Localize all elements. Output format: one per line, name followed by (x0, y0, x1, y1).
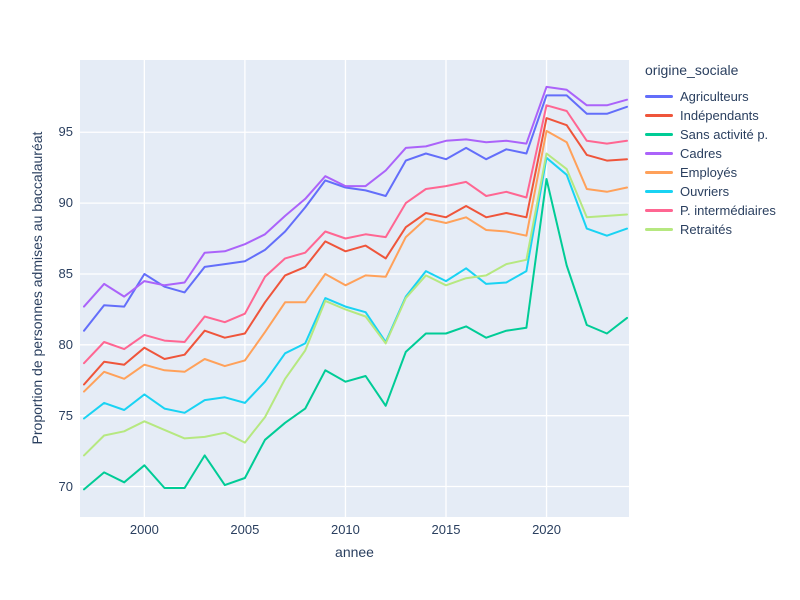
legend-item-retraites[interactable]: Retraités (645, 220, 776, 239)
legend-line-swatch (645, 95, 673, 98)
legend-item-label: Employés (680, 165, 738, 180)
series-line-ouvriers[interactable] (83, 156, 628, 420)
legend-item-label: Retraités (680, 222, 733, 237)
legend-item-independants[interactable]: Indépendants (645, 106, 776, 125)
legend-item-cadres[interactable]: Cadres (645, 144, 776, 163)
y-tick-label: 70 (58, 478, 73, 494)
legend-line-swatch (645, 152, 673, 155)
chart-canvas (80, 60, 629, 517)
legend-item-label: Indépendants (680, 108, 759, 123)
legend-item-ouvriers[interactable]: Ouvriers (645, 182, 776, 201)
y-tick-label: 85 (58, 265, 73, 281)
legend-item-sans-activite-p[interactable]: Sans activité p. (645, 125, 776, 144)
x-tick-label: 2020 (532, 522, 561, 537)
x-tick-label: 2015 (431, 522, 461, 537)
legend-title: origine_sociale (645, 62, 739, 78)
series-line-cadres[interactable] (83, 85, 628, 308)
x-tick-label: 2000 (129, 522, 159, 537)
x-tick-label: 2010 (330, 522, 360, 537)
legend-line-swatch (645, 228, 673, 231)
legend-item-label: Ouvriers (680, 184, 730, 199)
legend-item-label: Sans activité p. (680, 127, 769, 142)
legend-item-employes[interactable]: Employés (645, 163, 776, 182)
series-line-employes[interactable] (83, 129, 628, 393)
series-line-sans-activite-p[interactable] (83, 178, 628, 491)
legend-item-agriculteurs[interactable]: Agriculteurs (645, 87, 776, 106)
legend-item-label: Agriculteurs (680, 89, 749, 104)
legend-items: Agriculteurs Indépendants Sans activité p.… (645, 87, 776, 239)
legend-line-swatch (645, 171, 673, 174)
y-tick-label: 75 (58, 407, 73, 423)
plot-area (80, 60, 629, 517)
y-tick-label: 95 (58, 124, 73, 140)
series-line-independants[interactable] (83, 117, 628, 386)
legend-line-swatch (645, 114, 673, 117)
x-axis-title: annee (335, 544, 374, 560)
y-tick-label: 90 (58, 195, 73, 211)
legend-line-swatch (645, 133, 673, 136)
legend-item-label: P. intermédiaires (680, 203, 776, 218)
series-line-agriculteurs[interactable] (83, 94, 628, 332)
x-tick-label: 2005 (230, 522, 260, 537)
y-axis-title: Proportion de personnes admises au bacca… (29, 131, 45, 445)
legend: origine_sociale Agriculteurs Indépendants… (645, 62, 776, 239)
legend-item-label: Cadres (680, 146, 722, 161)
series-line-retraites[interactable] (83, 152, 628, 457)
legend-item-p-intermediaires[interactable]: P. intermédiaires (645, 201, 776, 220)
y-tick-label: 80 (58, 336, 73, 352)
series-line-p-intermediaires[interactable] (83, 104, 628, 365)
legend-line-swatch (645, 209, 673, 212)
legend-line-swatch (645, 190, 673, 193)
